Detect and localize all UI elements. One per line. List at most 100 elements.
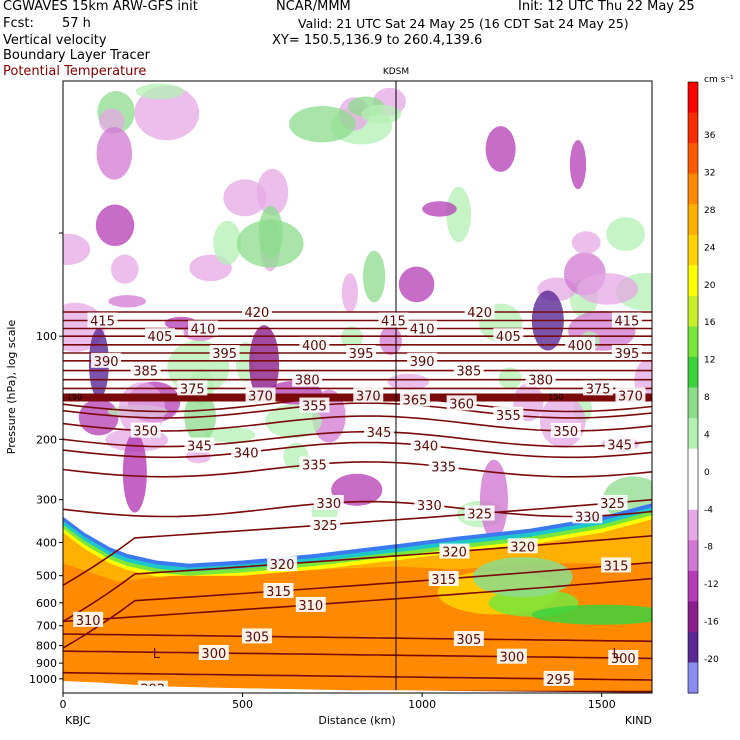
- y-axis: 100 200 300 400 500 600 700 800 900 1000: [29, 232, 63, 686]
- isentrope-label: 390: [410, 355, 435, 370]
- field-vertical-velocity: Vertical velocity: [3, 33, 107, 48]
- isentrope-label: 310: [76, 614, 101, 629]
- isentrope-label: 325: [600, 497, 625, 512]
- isentrope-label: 320: [442, 546, 467, 561]
- colorbar-swatch: [688, 112, 698, 144]
- isentrope-label: 310: [298, 599, 323, 614]
- isentrope-label: 335: [431, 461, 456, 476]
- y-tick-label: 800: [36, 640, 57, 653]
- isentrope-label-bg: [496, 648, 527, 664]
- isentrope-label-bg: [601, 557, 632, 573]
- colorbar-tick-label: 24: [704, 243, 716, 253]
- terrain: [63, 681, 652, 693]
- velocity-blob: [577, 273, 639, 305]
- isentrope-label-bg: [428, 458, 459, 474]
- velocity-blob: [223, 179, 267, 217]
- isentrope-label: 340: [234, 446, 259, 461]
- isentrope-340: [63, 441, 652, 459]
- isentrope-label: 295: [546, 673, 571, 688]
- y-tick-label: 900: [36, 657, 57, 670]
- isentrope-label-bg: [292, 371, 323, 387]
- colorbar-tick-label: -4: [704, 505, 713, 515]
- isentrope-label-bg: [299, 336, 330, 352]
- velocity-blob: [446, 186, 472, 243]
- bl-patch: [531, 604, 652, 625]
- isentrope-label-bg: [177, 380, 208, 396]
- isentrope-label-bg: [453, 631, 484, 647]
- field-boundary-layer-tracer: Boundary Layer Tracer: [3, 48, 150, 63]
- isentrope-label: 330: [417, 499, 442, 514]
- isentrope-label-bg: [565, 336, 596, 352]
- isentrope-label-bg: [608, 650, 639, 666]
- model-title: CGWAVES 15km ARW-GFS init: [3, 0, 198, 14]
- isentrope-label-bg: [130, 362, 161, 378]
- velocity-blob: [398, 266, 435, 303]
- colorbar-swatch: [688, 387, 698, 419]
- isentrope-label: 415: [381, 314, 406, 329]
- isentrope-310: [63, 577, 652, 623]
- velocity-blob: [63, 233, 91, 265]
- velocity-blob: [363, 250, 386, 303]
- isentrope-label-bg: [295, 596, 326, 612]
- colorbar-tick-label: 12: [704, 356, 715, 366]
- velocity-blob: [213, 220, 242, 265]
- isentrope-label: 345: [367, 426, 392, 441]
- y-tick-label: 100: [36, 330, 57, 343]
- isentrope-label: 415: [90, 314, 115, 329]
- isentrope-label: 380: [295, 374, 320, 389]
- isentrope-label: 420: [467, 306, 492, 321]
- velocity-blob: [78, 399, 119, 436]
- isentrope-label-bg: [493, 406, 524, 422]
- colorbar-swatch: [688, 540, 698, 572]
- velocity-blob: [108, 295, 146, 308]
- colorbar-swatch: [688, 82, 698, 114]
- isentrope-label-bg: [198, 644, 229, 660]
- isentrope-label: 355: [302, 400, 327, 415]
- isentrope-label-bg: [378, 312, 409, 328]
- y-tick-label: 700: [36, 620, 57, 633]
- isentrope-320: [63, 535, 652, 623]
- y-tick-label: 300: [36, 494, 57, 507]
- forecast-hour: 57 h: [62, 16, 91, 31]
- theta-contours: [63, 311, 652, 693]
- y-tick-label: 400: [36, 536, 57, 549]
- colorbar-swatch: [688, 601, 698, 633]
- x-tick-label: 500: [232, 698, 253, 711]
- colorbar-tick-label: 32: [704, 169, 715, 179]
- isentrope-label: 410: [410, 323, 435, 338]
- isentrope-label-bg: [493, 328, 524, 344]
- colorbar-tick-label: 8: [704, 393, 710, 403]
- isentrope-label-bg: [299, 456, 330, 472]
- colorbar-tick-label: -12: [704, 580, 719, 590]
- isentrope-label-bg: [184, 437, 215, 453]
- isentrope-label: 355: [496, 409, 521, 424]
- isentrope-label: 300: [201, 647, 226, 662]
- colorbar: 36 32 28 24 20 16 12 8 4 0 -4 -8 -12 -16 -20: [687, 81, 719, 694]
- isentrope-label: 410: [191, 323, 216, 338]
- isentrope-label-bg: [91, 352, 122, 368]
- isentrope-315: [63, 561, 652, 649]
- colorbar-swatch: [688, 479, 698, 511]
- isentrope-label-bg: [597, 494, 628, 510]
- velocity-blob: [340, 326, 363, 350]
- colorbar-swatch: [688, 326, 698, 358]
- colorbar-tick-label: -8: [704, 543, 713, 553]
- isentrope-label: 315: [431, 573, 456, 588]
- colorbar-frame: [687, 81, 699, 694]
- isentrope-label: 300: [611, 652, 636, 667]
- colorbar-tick-label: 36: [704, 131, 716, 141]
- x-start-station: KBJC: [65, 714, 91, 727]
- isentrope-label-bg: [241, 303, 272, 319]
- velocity-blob: [341, 273, 358, 313]
- isentrope-label: 330: [575, 510, 600, 525]
- isentrope-label: 325: [467, 508, 492, 523]
- velocity-blob: [606, 217, 645, 251]
- isentrope-label-bg: [245, 387, 276, 403]
- isentrope-label: 375: [586, 382, 611, 397]
- velocity-blob: [331, 473, 383, 506]
- isentrope-label: 400: [302, 339, 327, 354]
- colorbar-swatch: [688, 631, 698, 663]
- y-tick-label: 1000: [29, 673, 57, 686]
- isentrope-label: 300: [500, 651, 525, 666]
- isentrope-label-bg: [611, 312, 642, 328]
